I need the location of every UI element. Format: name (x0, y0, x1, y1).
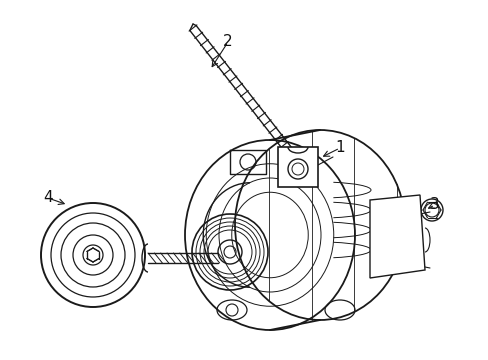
Text: 3: 3 (429, 198, 439, 212)
Polygon shape (369, 195, 424, 278)
Text: 2: 2 (223, 35, 232, 49)
Text: 1: 1 (334, 140, 344, 156)
Polygon shape (278, 147, 317, 187)
Text: 4: 4 (43, 190, 53, 206)
